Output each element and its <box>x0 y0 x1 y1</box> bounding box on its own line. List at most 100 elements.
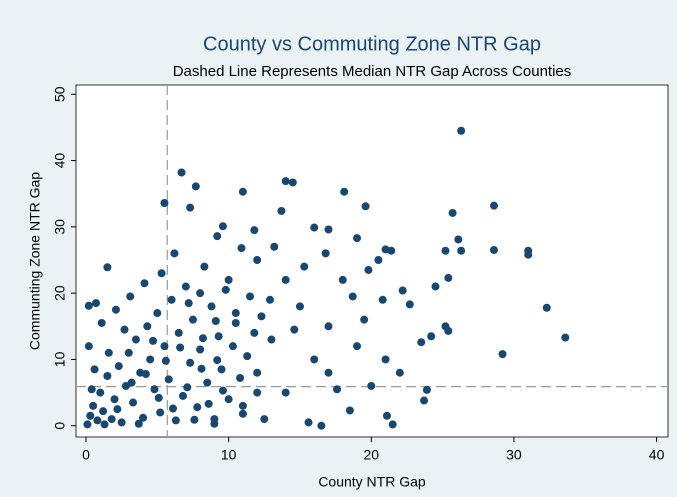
point <box>340 187 349 196</box>
point <box>213 356 222 365</box>
point <box>214 332 223 341</box>
point <box>300 262 309 271</box>
point <box>353 234 362 243</box>
point <box>104 348 113 357</box>
point <box>266 295 275 304</box>
point <box>454 235 463 244</box>
point <box>87 385 96 394</box>
point <box>345 406 354 415</box>
point <box>160 198 169 207</box>
point <box>417 338 426 347</box>
point <box>238 409 247 418</box>
point <box>236 374 245 383</box>
point <box>110 395 119 404</box>
point <box>224 275 233 284</box>
point <box>321 249 330 258</box>
point <box>120 325 129 334</box>
point <box>146 355 155 364</box>
point <box>131 335 140 344</box>
point <box>310 223 319 232</box>
point <box>107 415 116 424</box>
point <box>231 318 240 327</box>
point <box>457 246 466 255</box>
point <box>84 301 93 310</box>
point <box>117 418 126 427</box>
point <box>154 393 163 402</box>
point <box>260 415 269 424</box>
point <box>348 292 357 301</box>
point <box>150 385 159 394</box>
point <box>304 418 313 427</box>
point <box>353 342 362 351</box>
point <box>97 318 106 327</box>
point <box>167 295 176 304</box>
point <box>388 420 397 429</box>
point <box>405 300 414 309</box>
point <box>253 256 262 265</box>
point <box>213 232 222 241</box>
point <box>444 326 453 335</box>
point <box>140 279 149 288</box>
point <box>186 358 195 367</box>
point <box>126 292 135 301</box>
point <box>184 299 193 308</box>
point <box>238 401 247 410</box>
point <box>361 202 370 211</box>
point <box>164 375 173 384</box>
point <box>153 309 162 318</box>
point <box>198 334 207 343</box>
point <box>378 295 387 304</box>
point <box>127 378 136 387</box>
y-tick-label: 50 <box>52 86 68 102</box>
point <box>200 262 209 271</box>
point <box>176 343 185 352</box>
point <box>444 273 453 282</box>
point <box>103 372 112 381</box>
point <box>156 408 165 417</box>
point <box>382 411 391 420</box>
point <box>211 316 220 325</box>
point <box>191 182 200 191</box>
point <box>277 206 286 215</box>
point <box>542 303 551 312</box>
chart-subtitle: Dashed Line Represents Median NTR Gap Ac… <box>173 63 572 80</box>
y-tick-label: 20 <box>52 285 68 301</box>
point <box>83 420 92 429</box>
point <box>93 416 102 425</box>
point <box>360 315 369 324</box>
point <box>141 370 150 379</box>
point <box>89 401 98 410</box>
point <box>253 368 262 377</box>
point <box>174 328 183 337</box>
point <box>324 368 333 377</box>
point <box>231 309 240 318</box>
point <box>524 250 533 259</box>
point <box>381 355 390 364</box>
point <box>281 177 290 186</box>
point <box>561 333 570 342</box>
point <box>281 388 290 397</box>
point <box>281 275 290 284</box>
point <box>333 385 342 394</box>
point <box>218 222 227 231</box>
point <box>246 292 255 301</box>
point <box>290 325 299 334</box>
point <box>250 226 259 235</box>
point <box>196 345 205 354</box>
point <box>324 322 333 331</box>
point <box>257 312 266 321</box>
point <box>207 302 216 311</box>
point <box>149 336 158 345</box>
point <box>398 286 407 295</box>
y-tick-label: 30 <box>52 219 68 235</box>
point <box>188 315 197 324</box>
point <box>210 419 219 428</box>
point <box>228 342 237 351</box>
point <box>218 386 227 395</box>
chart-title: County vs Commuting Zone NTR Gap <box>203 33 541 55</box>
point <box>441 246 450 255</box>
point <box>171 416 180 425</box>
point <box>457 126 466 135</box>
point <box>90 365 99 374</box>
